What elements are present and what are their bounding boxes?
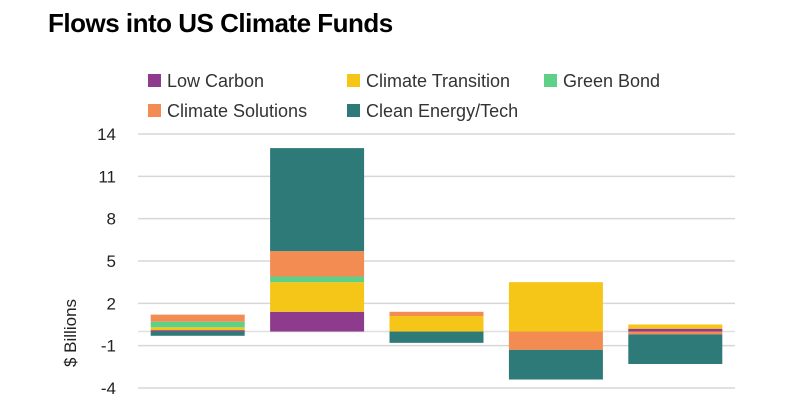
bar-segment	[150, 314, 245, 322]
legend-item: Climate Transition	[347, 71, 510, 91]
bar-segment	[389, 331, 484, 343]
bar-stack	[270, 148, 365, 332]
legend-swatch	[347, 104, 360, 117]
y-tick-label: -1	[101, 337, 116, 356]
legend-item: Green Bond	[544, 71, 660, 91]
y-axis-ticks: 14 11 8 5 2 -1 -4	[97, 125, 116, 398]
legend-swatch	[148, 74, 161, 87]
bar-segment	[150, 331, 245, 336]
y-tick-label: 14	[97, 125, 116, 144]
legend-swatch	[347, 74, 360, 87]
bar-segment	[270, 251, 365, 277]
bar-segment	[270, 282, 365, 312]
bar-segment	[270, 311, 365, 332]
legend-label: Clean Energy/Tech	[366, 101, 518, 121]
bar-segment	[150, 321, 245, 328]
legend-swatch	[148, 104, 161, 117]
bar-segment	[628, 334, 723, 365]
y-tick-label: 11	[98, 167, 116, 186]
y-tick-label: 2	[107, 294, 116, 313]
bar-groups	[150, 148, 723, 380]
legend-label: Climate Transition	[366, 71, 510, 91]
bar-segment	[508, 349, 603, 380]
y-tick-label: -4	[101, 379, 116, 398]
bar-segment	[628, 324, 723, 329]
legend: Low Carbon Climate Transition Green Bond Cl…	[148, 71, 660, 121]
bar-stack	[508, 282, 603, 380]
legend-label: Green Bond	[563, 71, 660, 91]
bar-segment	[270, 148, 365, 252]
legend-item: Clean Energy/Tech	[347, 101, 518, 121]
bar-segment	[150, 330, 245, 332]
bar-segment	[389, 311, 484, 317]
legend-swatch	[544, 74, 557, 87]
y-tick-label: 8	[107, 210, 116, 229]
y-axis-label: $ Billions	[61, 299, 80, 367]
bar-stack	[389, 311, 484, 343]
bar-segment	[270, 276, 365, 283]
bar-segment	[389, 316, 484, 332]
y-tick-label: 5	[107, 252, 116, 271]
legend-item: Low Carbon	[148, 71, 264, 91]
bar-segment	[508, 331, 603, 350]
bar-stack	[628, 324, 723, 365]
legend-item: Climate Solutions	[148, 101, 307, 121]
legend-label: Climate Solutions	[167, 101, 307, 121]
bar-segment	[628, 331, 723, 335]
chart-title: Flows into US Climate Funds	[48, 8, 393, 38]
bar-segment	[508, 282, 603, 332]
bar-stack	[150, 314, 245, 336]
bar-segment	[150, 327, 245, 331]
legend-label: Low Carbon	[167, 71, 264, 91]
bar-segment	[628, 328, 723, 332]
